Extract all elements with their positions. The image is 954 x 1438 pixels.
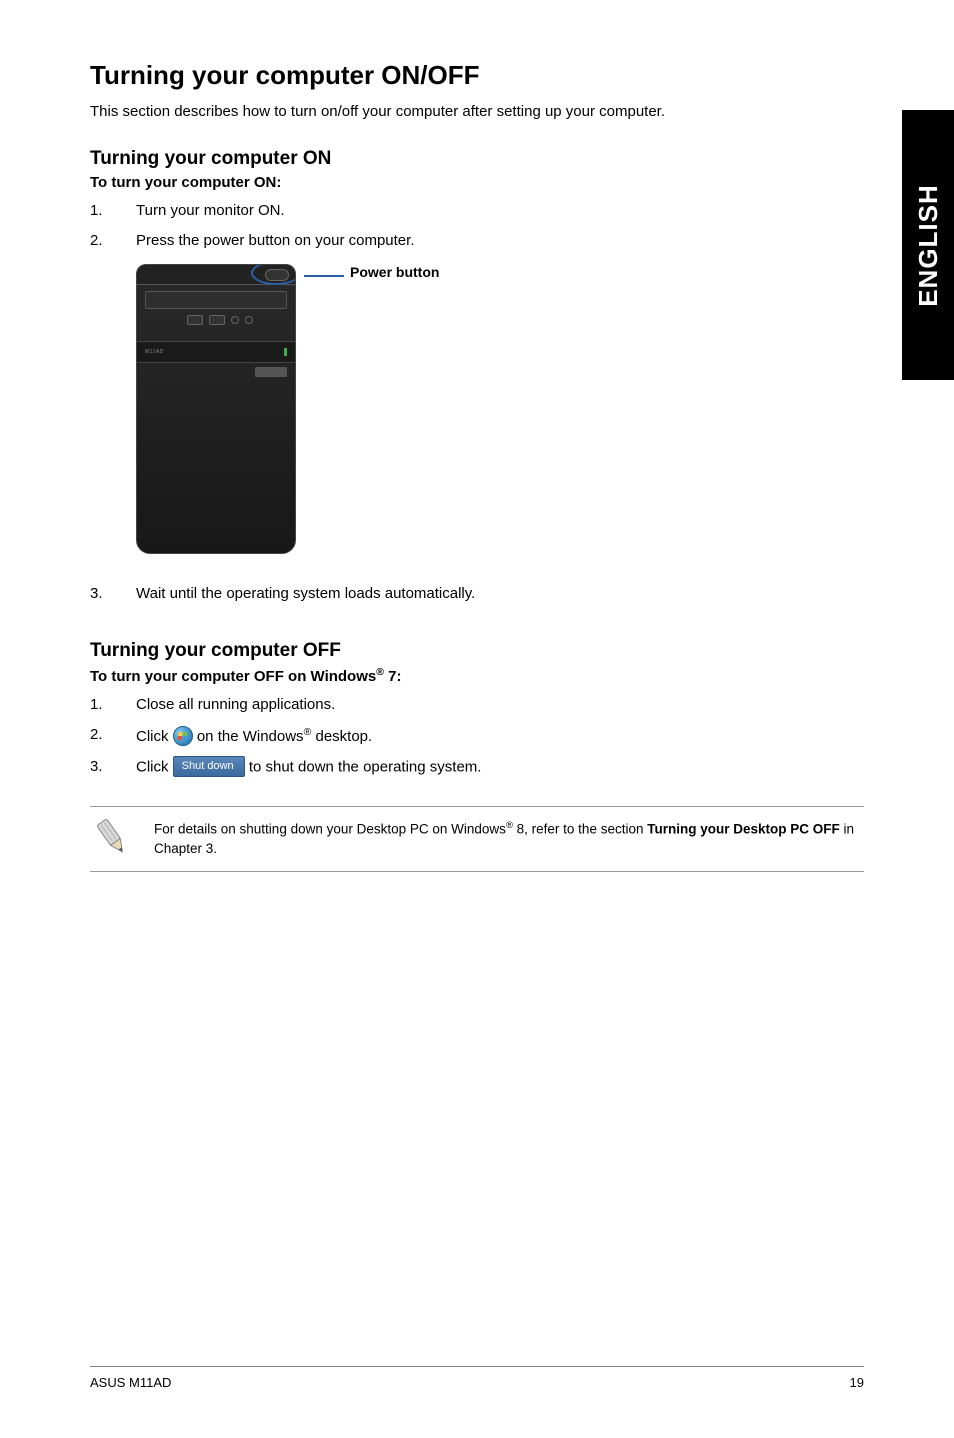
off-lead-prefix: To turn your computer OFF on Windows bbox=[90, 668, 376, 685]
off-step-2: Click on the Windows® desktop. bbox=[90, 725, 864, 747]
hdd-led-icon bbox=[284, 348, 287, 356]
language-tab: ENGLISH bbox=[902, 110, 954, 380]
callout-oval bbox=[251, 264, 296, 285]
language-tab-label: ENGLISH bbox=[913, 184, 944, 307]
note-box: For details on shutting down your Deskto… bbox=[90, 806, 864, 872]
section-on-lead: To turn your computer ON: bbox=[90, 174, 864, 191]
callout-leader-line bbox=[304, 275, 344, 277]
note-text-mid: 8, refer to the section bbox=[513, 822, 647, 837]
off-step-2-post-suf: desktop. bbox=[311, 728, 372, 745]
off-step-3-pre: Click bbox=[136, 759, 173, 776]
on-steps-list: Turn your monitor ON. Press the power bu… bbox=[90, 201, 864, 252]
on-steps-list-cont: Wait until the operating system loads au… bbox=[90, 584, 864, 604]
callout-label: Power button bbox=[350, 264, 439, 280]
section-off-heading: Turning your computer OFF bbox=[90, 640, 864, 662]
off-step-2-pre: Click bbox=[136, 728, 173, 745]
section-off: Turning your computer OFF To turn your c… bbox=[90, 640, 864, 872]
asus-logo-icon bbox=[255, 367, 287, 377]
page-title: Turning your computer ON/OFF bbox=[90, 60, 864, 91]
off-step-3-post: to shut down the operating system. bbox=[245, 759, 482, 776]
off-step-3: Click Shut down to shut down the operati… bbox=[90, 757, 864, 778]
section-off-lead: To turn your computer OFF on Windows® 7: bbox=[90, 666, 864, 685]
pc-front-ports bbox=[187, 315, 287, 325]
registered-mark: ® bbox=[506, 820, 513, 831]
power-button-figure: M11AD Power button bbox=[136, 264, 864, 554]
pencil-note-icon bbox=[90, 815, 134, 859]
page-container: ENGLISH Turning your computer ON/OFF Thi… bbox=[0, 0, 954, 1438]
section-on-heading: Turning your computer ON bbox=[90, 148, 864, 170]
footer-page-number: 19 bbox=[850, 1375, 864, 1390]
audio-jack-icon bbox=[231, 316, 239, 324]
usb-port-icon bbox=[209, 315, 225, 325]
note-text-bold: Turning your Desktop PC OFF bbox=[647, 822, 840, 837]
on-step-1: Turn your monitor ON. bbox=[90, 201, 864, 221]
pc-logo-row bbox=[137, 363, 295, 381]
audio-jack-icon bbox=[245, 316, 253, 324]
off-lead-suffix: 7: bbox=[384, 668, 402, 685]
page-footer: ASUS M11AD 19 bbox=[90, 1366, 864, 1390]
note-text-pre: For details on shutting down your Deskto… bbox=[154, 822, 506, 837]
on-step-2: Press the power button on your computer. bbox=[90, 231, 864, 251]
usb-port-icon bbox=[187, 315, 203, 325]
intro-paragraph: This section describes how to turn on/of… bbox=[90, 103, 864, 120]
shutdown-button-graphic: Shut down bbox=[173, 756, 245, 777]
pc-model-label: M11AD bbox=[145, 349, 164, 355]
windows-start-icon bbox=[173, 726, 193, 746]
registered-mark: ® bbox=[376, 666, 384, 678]
pc-optical-drive bbox=[145, 291, 287, 309]
off-steps-list: Close all running applications. Click on… bbox=[90, 695, 864, 778]
pc-tower-illustration: M11AD bbox=[136, 264, 296, 554]
off-step-1: Close all running applications. bbox=[90, 695, 864, 715]
on-step-3: Wait until the operating system loads au… bbox=[90, 584, 864, 604]
callout-group: Power button bbox=[304, 264, 439, 280]
pc-model-band: M11AD bbox=[137, 341, 295, 363]
footer-left: ASUS M11AD bbox=[90, 1375, 171, 1390]
off-step-2-post-pre: on the Windows bbox=[193, 728, 304, 745]
